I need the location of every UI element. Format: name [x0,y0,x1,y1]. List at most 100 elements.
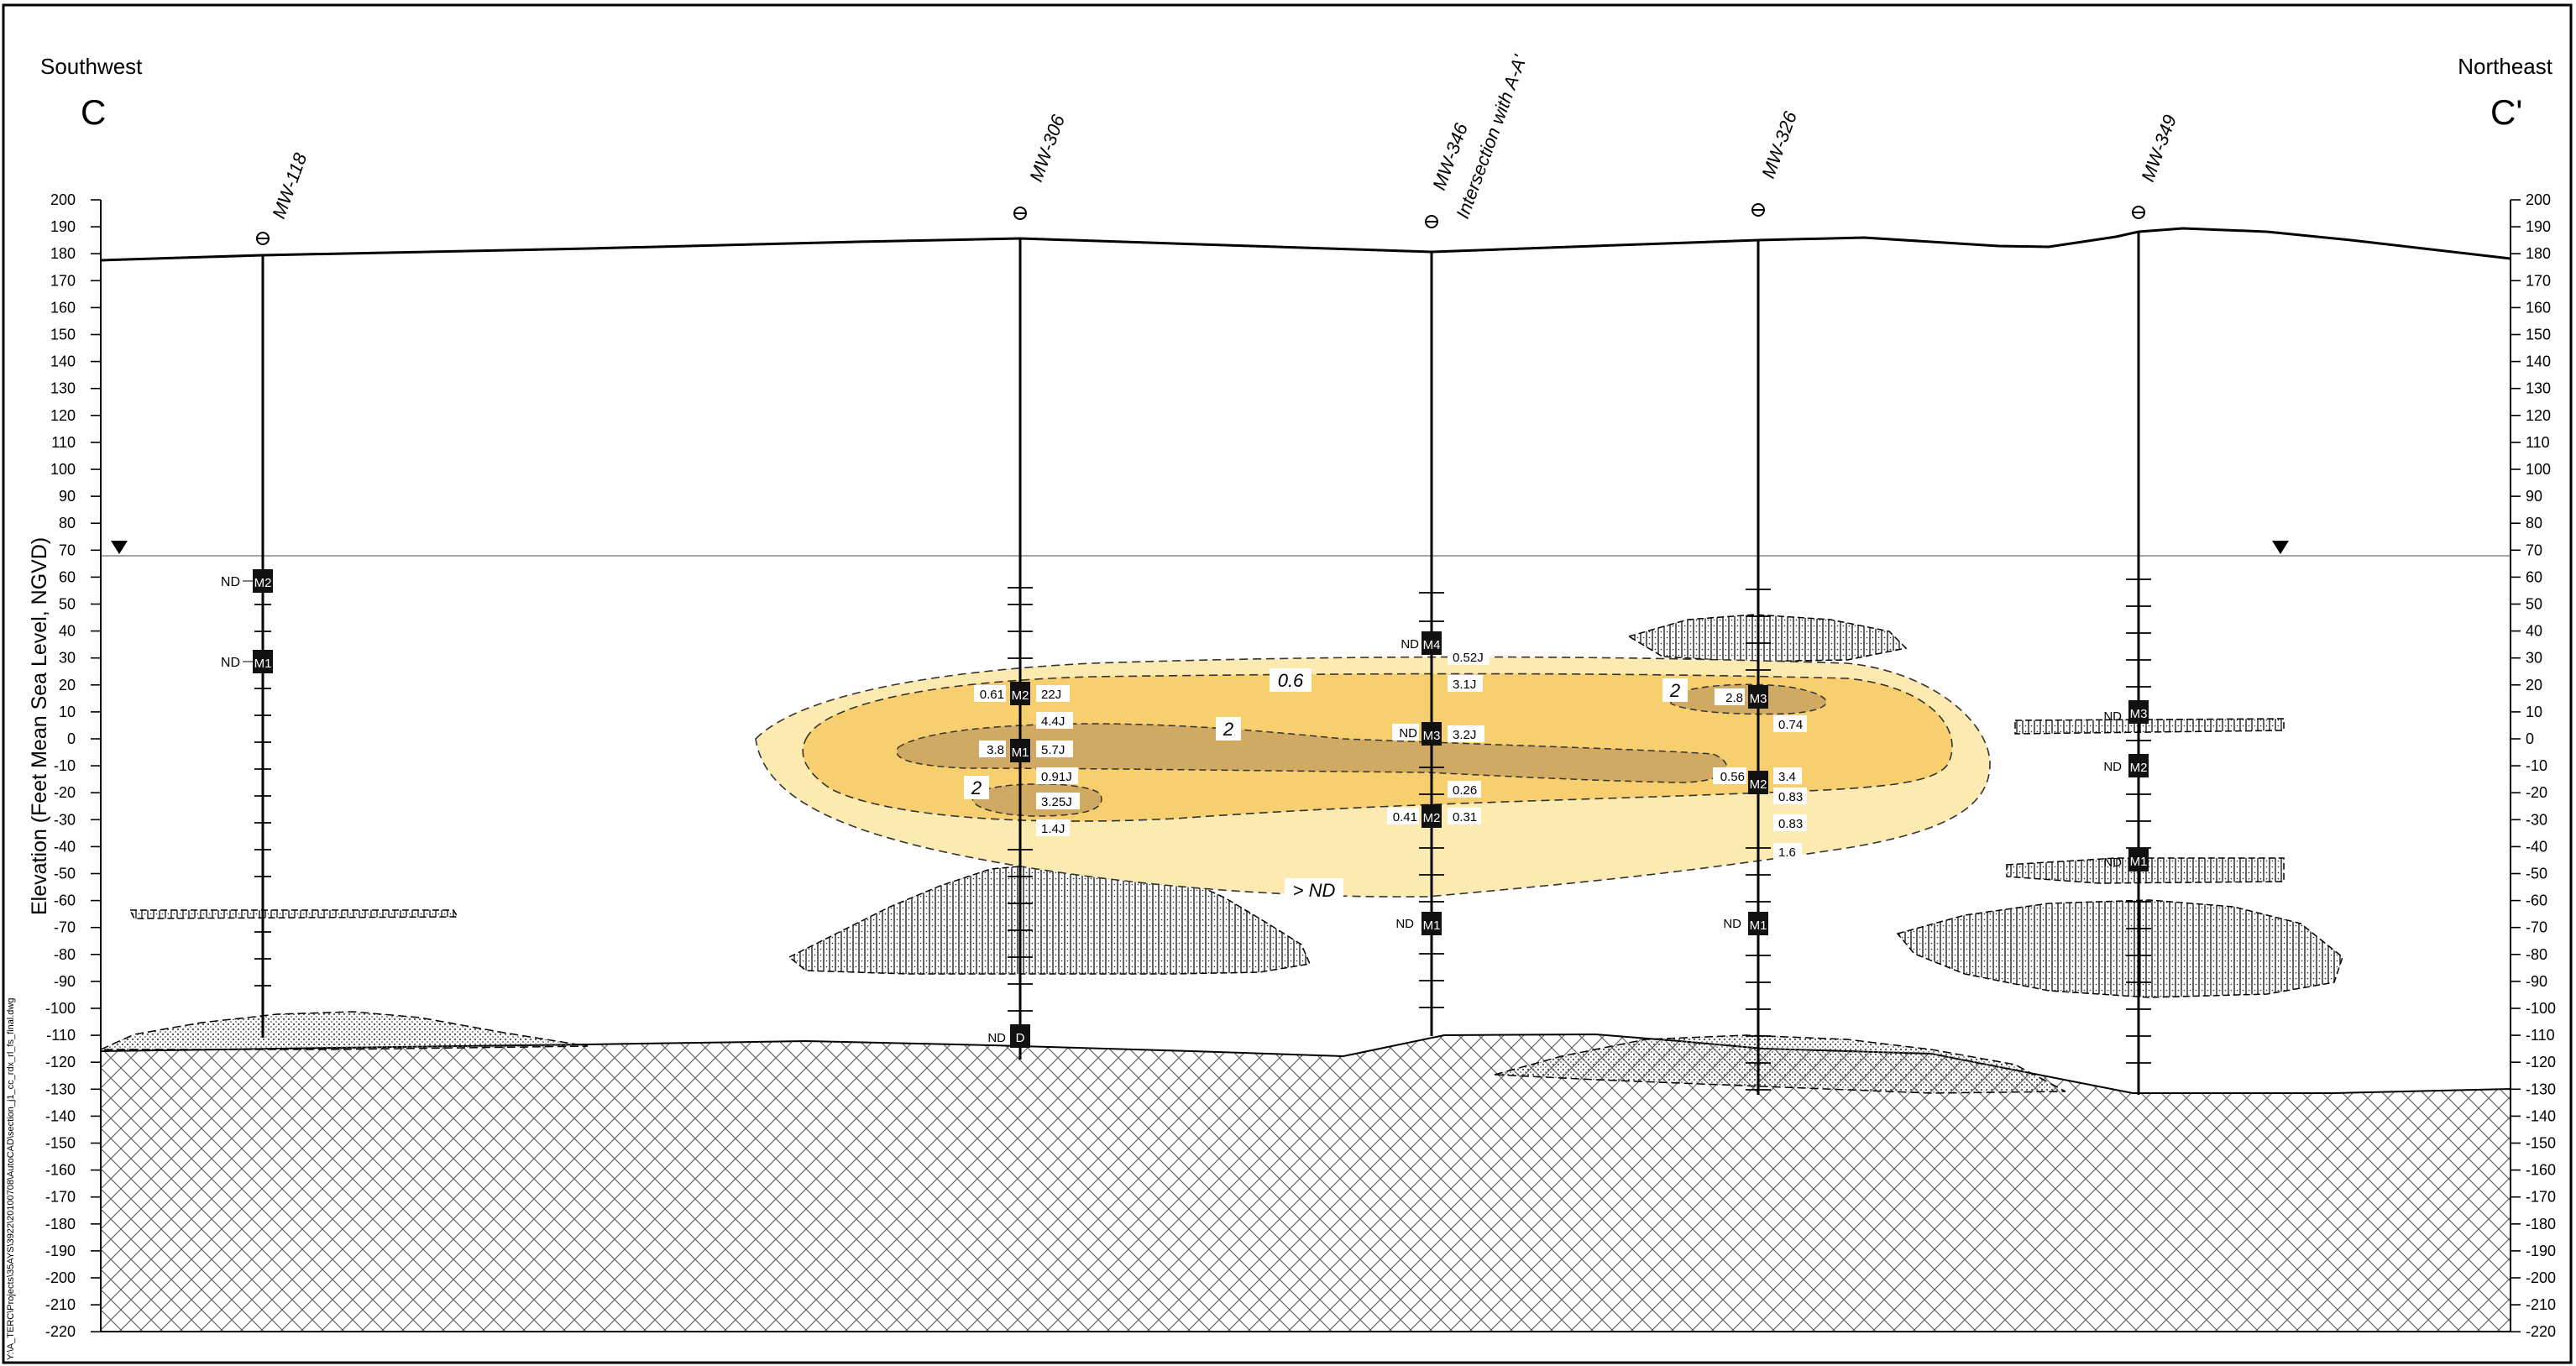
left-axis-label: -40 [54,838,76,855]
left-axis-label: -20 [54,784,76,801]
right-axis-label: -160 [2526,1162,2556,1179]
svg-text:0.6: 0.6 [1278,670,1304,691]
left-axis-label: -210 [45,1296,76,1313]
screen-m3: M3 2.8 [1715,685,1768,709]
left-axis-label: 110 [51,434,76,451]
contour-label-nd: > ND [1285,878,1343,902]
left-axis-label: -70 [54,919,76,936]
left-axis-label: 190 [50,218,76,235]
svg-text:3.2J: 3.2J [1453,728,1476,742]
svg-text:3.25J: 3.25J [1041,795,1072,809]
svg-text:ND: ND [987,1031,1006,1045]
right-axis-label: 60 [2526,568,2542,585]
svg-text:0.83: 0.83 [1778,817,1803,831]
right-axis-label: 200 [2526,191,2551,208]
right-axis-label: 130 [2526,380,2551,397]
svg-text:D: D [1016,1031,1025,1045]
right-axis-label: -100 [2526,1000,2556,1017]
svg-text:3.8: 3.8 [987,743,1004,757]
svg-text:M3: M3 [1423,729,1441,743]
left-axis-label: -130 [45,1081,76,1097]
right-axis-label: 150 [2526,327,2551,343]
screen-m1: M1 3.8 [979,739,1030,762]
well-ticks [1419,592,1444,1008]
svg-text:M1: M1 [1012,746,1029,760]
right-direction: Northeast [2458,54,2552,79]
screen-m2: M2 0.56 [1713,767,1768,794]
right-axis-label: -210 [2526,1296,2556,1313]
right-axis-label: -90 [2526,973,2547,990]
plume-2-contour-main [896,723,1728,783]
left-axis-label: 140 [50,353,76,370]
screen-m2: M2 ND [221,569,273,593]
svg-text:2: 2 [971,777,982,798]
sample-labels: 0.52J 3.1J 3.2J 0.26 0.31 [1448,648,1490,824]
left-direction: Southwest [40,54,143,79]
clay-lens-mw326 [1627,614,1908,662]
drawing-border [2,3,2573,1364]
svg-text:M2: M2 [2130,761,2148,775]
svg-text:5.7J: 5.7J [1041,743,1065,757]
svg-text:2: 2 [1223,719,1233,740]
contour-label-2-lower: 2 [964,776,989,799]
svg-text:M4: M4 [1423,638,1441,652]
y-axis-label: Elevation (Feet Mean Sea Level, NGVD) [28,537,51,915]
svg-text:22J: 22J [1041,688,1061,702]
svg-text:M2: M2 [1012,688,1029,703]
water-table-symbol-east [2272,541,2289,554]
left-axis-label: 70 [59,542,76,558]
right-axis-label: -190 [2526,1243,2556,1259]
svg-text:0.26: 0.26 [1453,783,1477,798]
water-table-symbol-west [111,541,128,554]
screen-m2: M2 0.61 [974,682,1030,705]
left-axis-label: -180 [45,1216,76,1233]
svg-text:2.8: 2.8 [1725,691,1743,705]
right-axis-label: 120 [2526,407,2551,424]
well-mw-118: MW-118 M2 ND M1 ND [221,149,312,1038]
svg-text:0.74: 0.74 [1778,718,1803,732]
left-axis-label: -220 [45,1323,76,1340]
screen-m1: M1 ND [1395,912,1442,935]
screen-m3: M3 ND [1392,722,1442,746]
right-axis-label: -130 [2526,1081,2556,1097]
left-axis-label: -150 [45,1135,76,1152]
svg-text:0.83: 0.83 [1778,790,1803,804]
right-axis-label: -110 [2526,1027,2555,1044]
right-axis-label: -40 [2526,838,2547,855]
clay-lens-mw349-c [1896,899,2343,998]
right-axis-label: 140 [2526,353,2551,370]
left-axis-label: 170 [50,272,76,289]
right-axis-label: -10 [2526,757,2547,774]
left-axis-label: 10 [59,704,76,720]
screen-m2: M2 ND [2103,754,2149,777]
right-axis-label: -30 [2526,811,2547,828]
svg-text:M3: M3 [2130,707,2148,721]
left-axis-label: 0 [67,730,76,747]
svg-text:3.1J: 3.1J [1453,678,1476,692]
left-axis-label: 20 [59,677,76,693]
well-mw-306: MW-306 M2 0.61 M1 3.8 D ND 22J 4.4J 5.7J… [974,112,1080,1060]
svg-text:M1: M1 [1750,919,1767,933]
svg-text:ND: ND [1723,917,1741,931]
left-axis-label: 150 [50,327,76,343]
left-axis-label: 40 [59,623,76,640]
right-axis-label: -140 [2526,1107,2556,1124]
svg-text:1.4J: 1.4J [1041,822,1065,836]
right-section-label: C' [2490,92,2522,132]
left-axis-label: 130 [50,380,76,397]
svg-text:0.31: 0.31 [1453,810,1477,824]
right-axis-label: 0 [2526,730,2534,747]
well-mw-326: MW-326 M3 2.8 M2 0.56 M1 ND 0.74 3.4 0.8… [1713,108,1807,1095]
screen-m2: M2 0.41 [1387,804,1442,828]
stippled-lens-west [100,1011,589,1050]
svg-text:M1: M1 [254,657,272,671]
left-axis-label: -30 [54,811,76,828]
svg-text:M1: M1 [2130,855,2148,869]
svg-text:ND: ND [2103,856,2122,870]
svg-text:M2: M2 [1423,811,1441,825]
left-axis-label: -80 [54,946,76,963]
svg-text:ND: ND [221,575,240,589]
left-axis-label: -120 [45,1054,76,1070]
